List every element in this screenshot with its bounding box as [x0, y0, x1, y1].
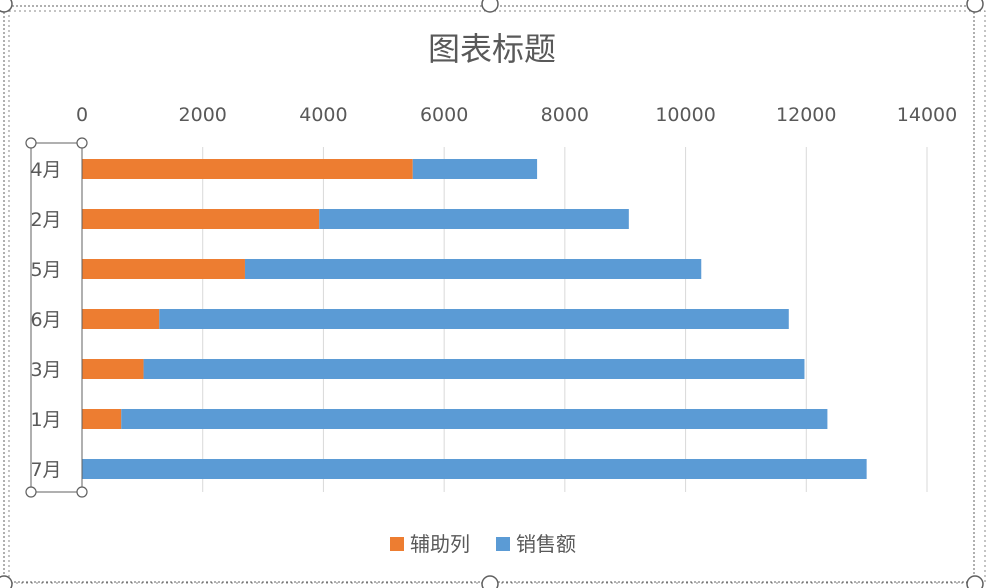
axis-handle-top-right[interactable]: [76, 137, 88, 149]
chart-title[interactable]: 图表标题: [428, 30, 556, 68]
x-tick-label: 0: [76, 104, 88, 126]
axis-handle-bottom-right[interactable]: [76, 486, 88, 498]
x-tick-label: 12000: [776, 104, 836, 126]
legend[interactable]: 辅助列 销售额: [390, 532, 576, 556]
legend-swatch-auxiliary: [390, 537, 404, 551]
bar-sales[interactable]: [143, 359, 805, 379]
bar-auxiliary[interactable]: [82, 359, 144, 379]
legend-label-auxiliary: 辅助列: [410, 532, 470, 556]
legend-swatch-sales: [496, 537, 510, 551]
bar-auxiliary[interactable]: [82, 409, 122, 429]
chart-selection-frame: [3, 5, 975, 583]
y-axis-selection-box: [30, 142, 83, 493]
resize-handle-bottom-right[interactable]: [966, 575, 984, 588]
y-axis-category-labels[interactable]: 4月 2月 5月 6月 3月 1月 7月: [30, 159, 61, 481]
axis-handle-top-left[interactable]: [25, 137, 37, 149]
resize-handle-bottom-left[interactable]: [0, 575, 13, 588]
bar-sales[interactable]: [412, 159, 538, 179]
legend-label-sales: 销售额: [516, 532, 576, 556]
bar-auxiliary[interactable]: [82, 309, 160, 329]
x-tick-label: 10000: [655, 104, 715, 126]
category-label: 5月: [30, 259, 61, 281]
outer-sheet-border: [8, 10, 986, 584]
bar-sales[interactable]: [159, 309, 789, 329]
x-tick-label: 6000: [420, 104, 468, 126]
bar-auxiliary[interactable]: [82, 259, 245, 279]
axis-handle-bottom-left[interactable]: [25, 486, 37, 498]
category-label: 3月: [30, 359, 61, 381]
bar-series[interactable]: [82, 159, 867, 479]
category-label: 2月: [30, 209, 61, 231]
resize-handle-bottom-middle[interactable]: [481, 575, 499, 588]
x-axis-tick-labels[interactable]: 0 2000 4000 6000 8000 10000 12000 14000: [76, 104, 957, 126]
category-label: 4月: [30, 159, 61, 181]
category-label: 1月: [30, 409, 61, 431]
bar-sales[interactable]: [121, 409, 828, 429]
bar-auxiliary[interactable]: [82, 209, 320, 229]
resize-handle-top-left[interactable]: [0, 0, 13, 13]
resize-handle-top-middle[interactable]: [481, 0, 499, 13]
category-label: 6月: [30, 309, 61, 331]
bar-auxiliary[interactable]: [82, 159, 413, 179]
category-label: 7月: [30, 459, 61, 481]
x-tick-label: 8000: [541, 104, 589, 126]
bar-sales[interactable]: [82, 459, 867, 479]
x-tick-label: 4000: [299, 104, 347, 126]
bar-sales[interactable]: [244, 259, 702, 279]
resize-handle-top-right[interactable]: [966, 0, 984, 13]
x-tick-label: 2000: [179, 104, 227, 126]
bar-sales[interactable]: [319, 209, 629, 229]
x-tick-label: 14000: [897, 104, 957, 126]
